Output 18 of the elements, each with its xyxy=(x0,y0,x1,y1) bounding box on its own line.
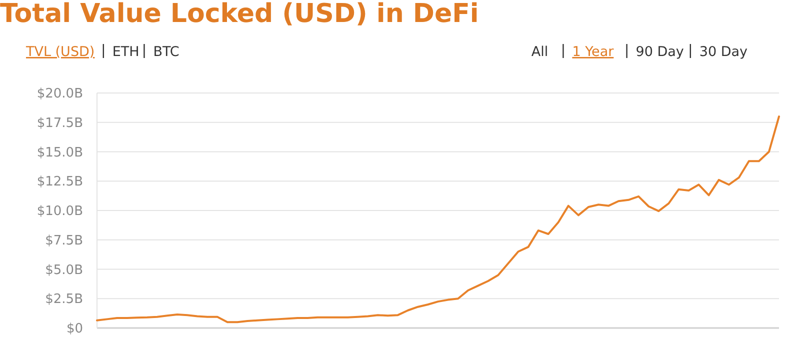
y-tick-label: $10.0B xyxy=(36,204,83,220)
text: ETH xyxy=(112,44,140,60)
y-tick-label: $2.5B xyxy=(45,292,83,308)
y-tick-label: $20.0B xyxy=(36,86,83,102)
y-tick-label: $15.0B xyxy=(36,145,83,160)
y-tick-label: $0 xyxy=(66,322,83,337)
y-tick-label: $5.0B xyxy=(45,262,83,278)
text: All xyxy=(531,44,548,60)
text: 1 Year xyxy=(572,44,614,60)
y-tick-label: $12.5B xyxy=(36,174,83,190)
text: 90 Day xyxy=(636,44,684,60)
chart-title: Total Value Locked (USD) in DeFi xyxy=(0,0,479,29)
y-tick-label: $17.5B xyxy=(36,116,83,131)
text: 30 Day xyxy=(699,44,748,60)
y-tick-label: $7.5B xyxy=(45,233,83,248)
text: TVL (USD) xyxy=(25,44,95,60)
line-series xyxy=(96,116,780,324)
text: BTC xyxy=(153,44,180,60)
